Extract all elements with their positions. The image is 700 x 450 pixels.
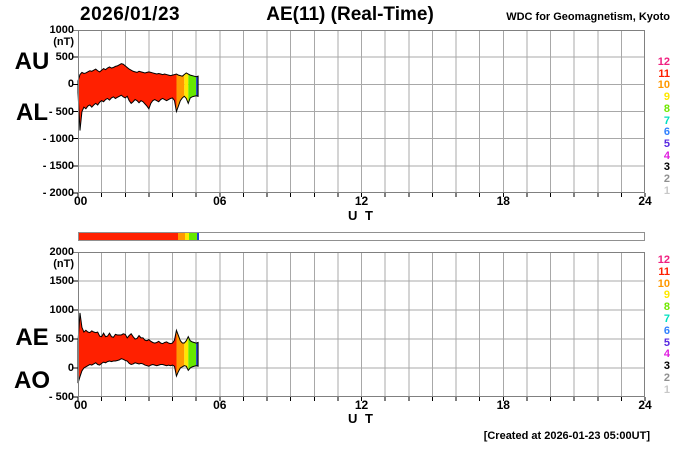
station-count-3: 3: [663, 161, 670, 174]
y-tick-label: 0: [67, 78, 74, 91]
station-count-10: 10: [657, 79, 670, 92]
y-tick-label: - 1500: [42, 159, 74, 172]
station-count-3: 3: [663, 360, 670, 373]
station-count-5: 5: [663, 336, 670, 349]
station-count-7: 7: [663, 114, 670, 127]
created-at-stamp: [Created at 2026-01-23 05:00UT]: [483, 430, 650, 442]
data-source: WDC for Geomagnetism, Kyoto: [506, 11, 670, 23]
x-tick-label: 24: [638, 398, 652, 412]
station-count-8: 8: [663, 301, 670, 314]
panel-label-ao: AO: [14, 367, 50, 394]
station-count-11: 11: [658, 67, 670, 80]
x-tick-label: 06: [213, 194, 227, 208]
x-tick-label: 00: [74, 194, 88, 208]
y-tick-label: 500: [55, 333, 74, 345]
y-tick-label: - 2000: [42, 187, 74, 199]
colorbar-segment-10-stations: [177, 233, 186, 240]
station-count-6: 6: [663, 126, 670, 139]
AE-AO-svg: [73, 252, 646, 401]
x-axis-label: U T: [348, 411, 375, 426]
panel-label-al: AL: [16, 99, 48, 126]
x-tick-label: 18: [496, 398, 510, 412]
station-count-4: 4: [663, 348, 670, 361]
y-tick-label: 1500: [49, 275, 74, 287]
station-count-10: 10: [657, 277, 670, 290]
station-count-2: 2: [663, 173, 670, 185]
station-count-12: 12: [657, 254, 670, 266]
y-tick-label: 1000: [49, 304, 74, 316]
AU-AL-svg: [73, 30, 646, 197]
colorbar-segment-6-stations: [197, 233, 200, 240]
y-axis-unit: (nT): [53, 36, 74, 48]
station-colorbar: [78, 232, 645, 241]
x-axis-label: U T: [348, 208, 375, 223]
x-tick-label: 12: [354, 194, 369, 208]
station-count-11: 11: [658, 265, 670, 278]
station-count-4: 4: [663, 149, 670, 162]
y-axis-unit: (nT): [53, 258, 74, 270]
station-count-2: 2: [663, 372, 670, 384]
station-count-7: 7: [663, 313, 670, 325]
plot-title: AE(11) (Real-Time): [266, 4, 434, 25]
x-tick-label: 18: [496, 194, 510, 208]
colorbar-segment-11-stations: [79, 233, 178, 240]
station-count-8: 8: [663, 102, 670, 115]
station-count-5: 5: [663, 137, 670, 150]
panel-label-au: AU: [14, 48, 50, 75]
y-tick-label: 500: [55, 51, 74, 64]
y-tick-label: - 1000: [42, 132, 74, 145]
y-tick-label: - 500: [48, 391, 74, 403]
y-tick-label: 2000: [49, 246, 74, 258]
x-tick-label: 06: [213, 398, 227, 412]
station-count-6: 6: [663, 324, 670, 337]
station-count-1: 1: [663, 383, 670, 396]
station-count-9: 9: [663, 289, 670, 302]
station-count-12: 12: [657, 56, 670, 68]
colorbar-segment-9-stations: [185, 233, 190, 240]
y-tick-label: 1000: [49, 24, 74, 36]
colorbar-segment-8-stations: [189, 233, 198, 240]
x-tick-label: 24: [638, 194, 652, 208]
station-count-9: 9: [663, 91, 670, 104]
y-tick-label: - 500: [48, 105, 74, 118]
x-tick-label: 12: [354, 398, 369, 412]
y-tick-label: 0: [67, 362, 74, 374]
station-count-1: 1: [663, 184, 670, 197]
x-tick-label: 00: [74, 398, 88, 412]
panel-label-ae: AE: [15, 324, 49, 351]
plot-date: 2026/01/23: [80, 4, 181, 25]
